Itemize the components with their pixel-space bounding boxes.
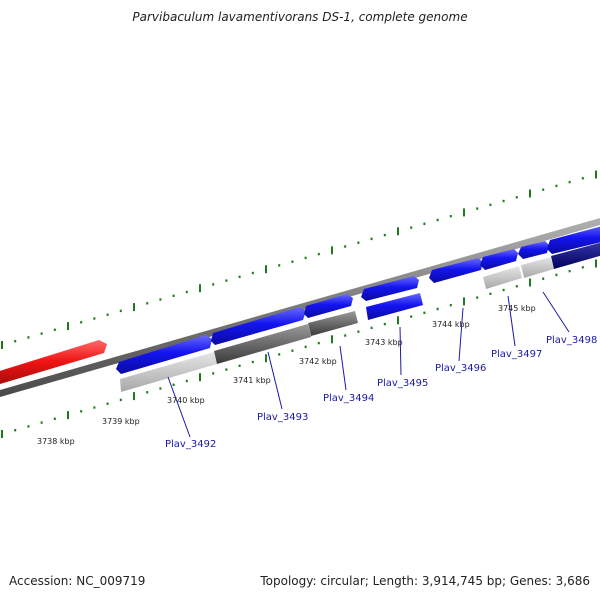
- gene-arrow-plav-3497-b[interactable]: [518, 241, 549, 259]
- kbp-label: 3742 kbp: [299, 357, 337, 366]
- gene-arrow-plav-3493[interactable]: [211, 307, 306, 345]
- gene-arrow-plav-3494[interactable]: [304, 294, 353, 318]
- kbp-label: 3743 kbp: [365, 338, 403, 347]
- kbp-labels: 3738 kbp 3739 kbp 3740 kbp 3741 kbp 3742…: [37, 304, 536, 446]
- gene-labels: Plav_3492 Plav_3493 Plav_3494 Plav_3495 …: [165, 335, 597, 450]
- kbp-label: 3744 kbp: [432, 320, 470, 329]
- gene-label-plav-3494[interactable]: Plav_3494: [323, 393, 374, 404]
- upper-tick-track: [1, 170, 597, 349]
- kbp-label: 3745 kbp: [498, 304, 536, 313]
- gene-label-plav-3492[interactable]: Plav_3492: [165, 439, 216, 450]
- gene-label-plav-3498[interactable]: Plav_3498: [546, 335, 597, 346]
- gene-arrow-plav-3498[interactable]: [547, 224, 600, 254]
- gc-bar-1: [120, 352, 217, 392]
- gene-label-plav-3493[interactable]: Plav_3493: [257, 412, 308, 423]
- kbp-label: 3740 kbp: [167, 396, 205, 405]
- gene-arrow-plav-3497[interactable]: [480, 249, 518, 270]
- accession-text: Accession: NC_009719: [9, 574, 146, 588]
- gene-label-plav-3496[interactable]: Plav_3496: [435, 363, 486, 374]
- gc-bar-5: [521, 257, 554, 278]
- gene-arrow-highlight[interactable]: [0, 340, 107, 387]
- gene-arrow-plav-3495-b[interactable]: [366, 293, 423, 320]
- gene-label-plav-3497[interactable]: Plav_3497: [491, 349, 542, 360]
- label-leaders: [167, 291, 570, 438]
- gc-bar-6: [551, 242, 600, 269]
- kbp-label: 3739 kbp: [102, 417, 140, 426]
- map-title: Parvibaculum lavamentivorans DS-1, compl…: [132, 10, 468, 24]
- gene-arrow-plav-3496[interactable]: [429, 258, 483, 283]
- gene-arrow-plav-3492[interactable]: [116, 335, 212, 374]
- gc-bar-4: [483, 266, 522, 289]
- gc-bar-3: [308, 311, 358, 336]
- lower-tick-track: [1, 259, 597, 438]
- genome-summary-text: Topology: circular; Length: 3,914,745 bp…: [260, 574, 590, 588]
- gene-label-plav-3495[interactable]: Plav_3495: [377, 378, 428, 389]
- kbp-label: 3741 kbp: [233, 376, 271, 385]
- gc-bar-2: [214, 324, 311, 364]
- kbp-label: 3738 kbp: [37, 437, 75, 446]
- gene-arrow-plav-3495-a[interactable]: [361, 276, 419, 301]
